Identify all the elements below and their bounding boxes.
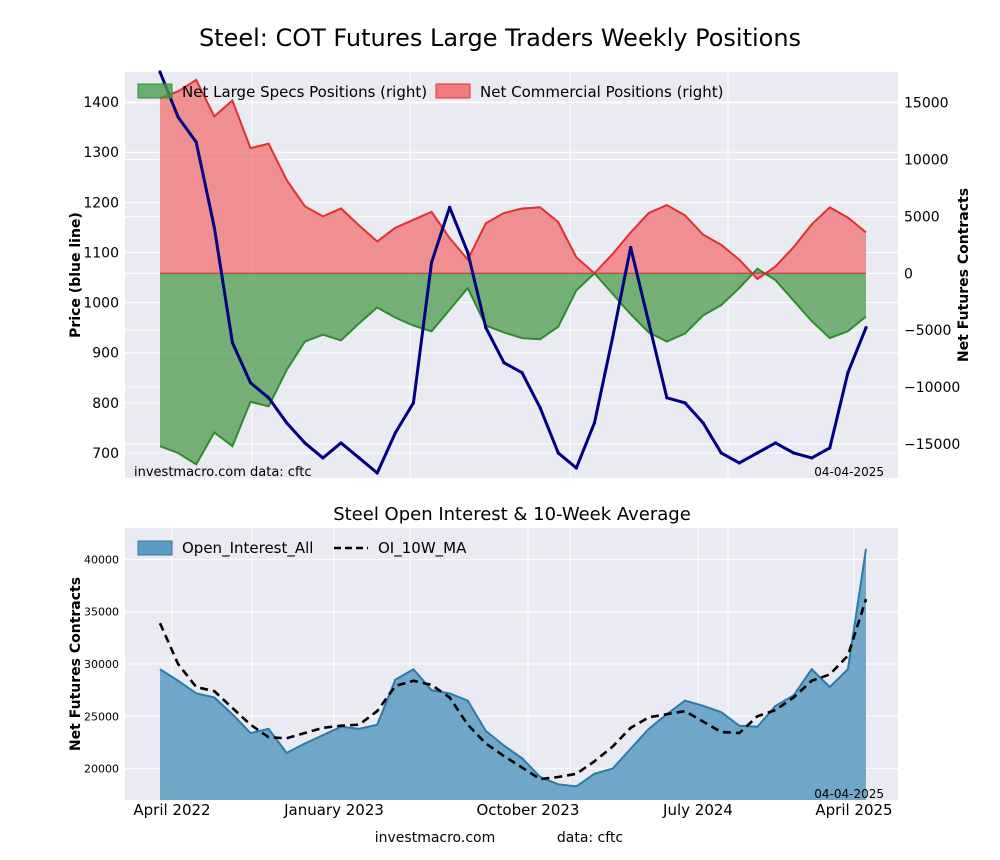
y-tick-label-bottom: 35000 xyxy=(84,606,119,619)
watermark-top: investmacro.com data: cftc xyxy=(134,465,312,480)
y-tick-label-right: 0 xyxy=(904,266,913,282)
y-tick-label-right: 10000 xyxy=(904,153,949,169)
x-tick-label: April 2025 xyxy=(815,801,892,819)
legend-label-ma: OI_10W_MA xyxy=(378,539,467,558)
chart-title: Steel: COT Futures Large Traders Weekly … xyxy=(199,24,801,52)
legend-label-specs: Net Large Specs Positions (right) xyxy=(182,83,427,101)
y-tick-label-left: 1300 xyxy=(83,145,119,161)
y-tick-label-bottom: 20000 xyxy=(84,763,119,776)
series-area-net-large-specs xyxy=(160,268,866,465)
y-tick-label-left: 1400 xyxy=(83,95,119,111)
y-tick-label-bottom: 30000 xyxy=(84,658,119,671)
series-line-net-commercial xyxy=(159,78,867,281)
footer-site: investmacro.com xyxy=(375,830,495,846)
y-tick-label-right: −5000 xyxy=(904,323,951,339)
x-tick-label: January 2023 xyxy=(283,801,384,819)
series-line-net-large-specs xyxy=(159,267,867,466)
y-tick-label-bottom: 40000 xyxy=(84,553,119,566)
legend-label-commercial: Net Commercial Positions (right) xyxy=(480,83,724,101)
y-tick-label-left: 700 xyxy=(92,446,119,462)
y-tick-label-left: 1100 xyxy=(83,245,119,261)
y-tick-label-right: −15000 xyxy=(904,437,960,453)
y-tick-label-right: 5000 xyxy=(904,209,940,225)
legend-swatch-oi xyxy=(137,540,173,556)
y-tick-label-right: 15000 xyxy=(904,96,949,112)
footer-source: data: cftc xyxy=(557,830,623,846)
date-label-top: 04-04-2025 xyxy=(814,465,884,479)
y-axis-label-bottom: Net Futures Contracts xyxy=(68,577,84,751)
series-area-net-commercial xyxy=(160,79,866,279)
y-tick-label-left: 900 xyxy=(92,346,119,362)
y-axis-label-right: Net Futures Contracts xyxy=(956,188,972,362)
series-price xyxy=(158,70,868,475)
series-line-oi-10w-ma xyxy=(158,598,868,781)
y-tick-label-bottom: 25000 xyxy=(84,710,119,723)
y-axis-label-left: Price (blue line) xyxy=(68,212,84,338)
y-tick-label-left: 1200 xyxy=(83,195,119,211)
series-area-open-interest xyxy=(160,548,866,800)
y-tick-label-left: 800 xyxy=(92,396,119,412)
x-tick-label: July 2024 xyxy=(662,801,733,819)
date-label-bottom: 04-04-2025 xyxy=(814,787,884,801)
x-tick-label: October 2023 xyxy=(477,801,580,819)
subchart-title: Steel Open Interest & 10-Week Average xyxy=(333,504,691,525)
y-tick-label-left: 1000 xyxy=(83,296,119,312)
legend-swatch-specs xyxy=(137,83,173,99)
series-line-price xyxy=(158,71,868,475)
y-tick-label-right: −10000 xyxy=(904,380,960,396)
legend-swatch-commercial xyxy=(435,83,471,99)
legend-label-oi: Open_Interest_All xyxy=(182,539,313,558)
x-tick-label: April 2022 xyxy=(133,801,210,819)
